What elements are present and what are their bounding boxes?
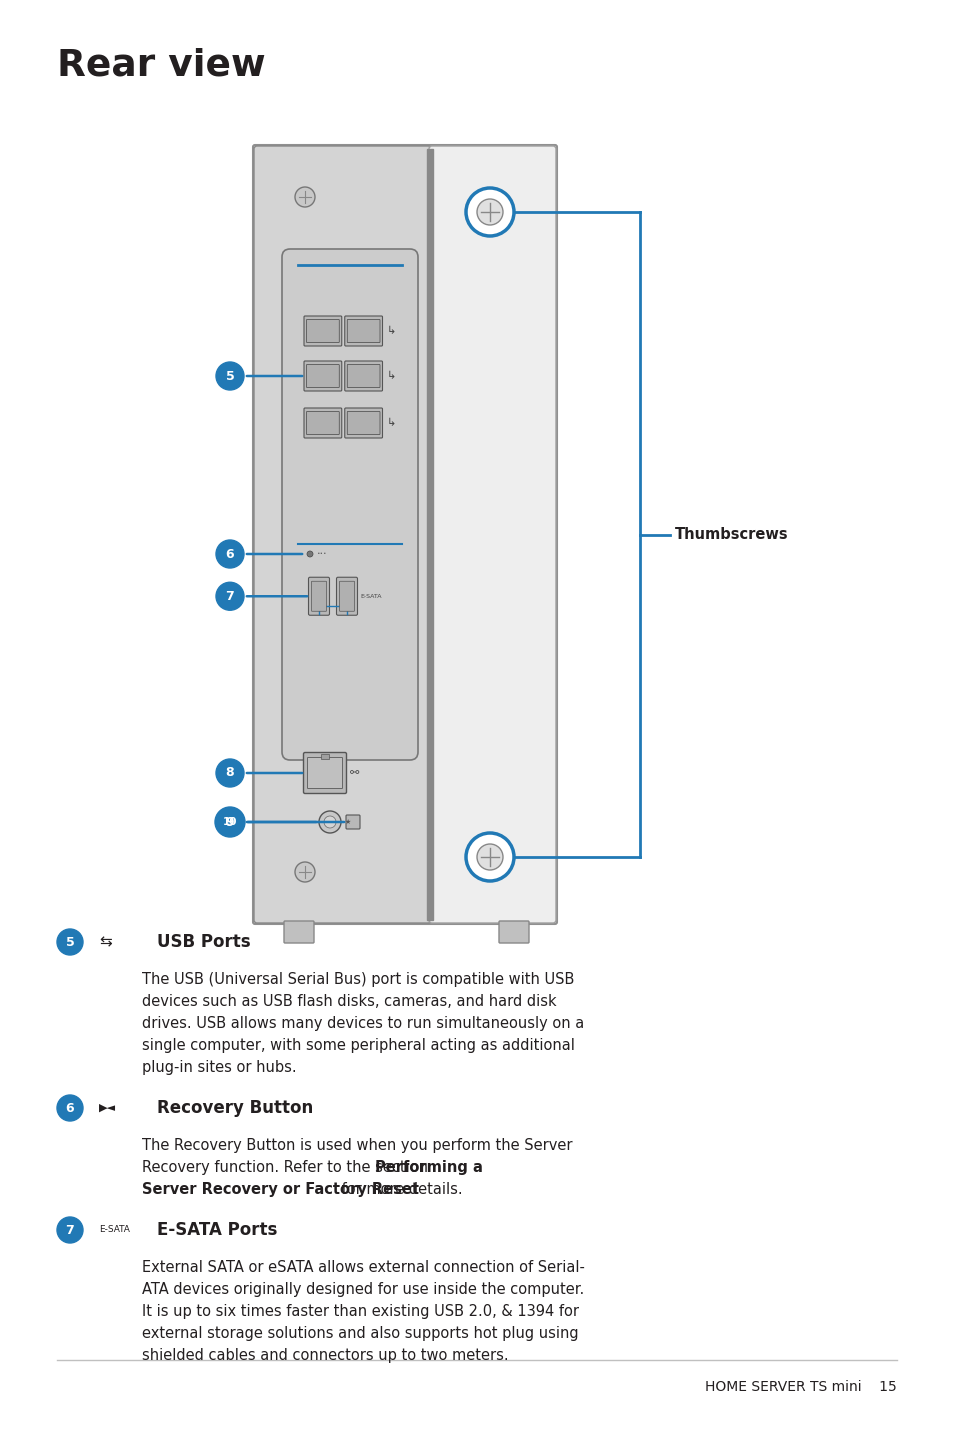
Text: ↳: ↳ [386,371,395,381]
Circle shape [215,362,244,390]
FancyBboxPatch shape [347,365,379,388]
FancyBboxPatch shape [282,249,417,760]
FancyBboxPatch shape [306,365,339,388]
FancyBboxPatch shape [307,758,342,789]
FancyBboxPatch shape [304,316,341,347]
Text: 8: 8 [226,766,234,779]
Text: external storage solutions and also supports hot plug using: external storage solutions and also supp… [142,1326,578,1340]
Circle shape [215,759,244,788]
Text: 5: 5 [226,369,234,382]
FancyBboxPatch shape [344,316,382,347]
Text: 9: 9 [226,815,234,829]
Text: HOME SERVER TS mini    15: HOME SERVER TS mini 15 [704,1380,896,1393]
Text: plug-in sites or hubs.: plug-in sites or hubs. [142,1060,296,1075]
Circle shape [476,843,502,871]
Text: Rear view: Rear view [57,47,265,83]
FancyBboxPatch shape [304,361,341,391]
Text: single computer, with some peripheral acting as additional: single computer, with some peripheral ac… [142,1038,575,1053]
Text: 6: 6 [66,1101,74,1114]
Text: 7: 7 [66,1223,74,1236]
Text: 6: 6 [226,547,234,560]
Circle shape [318,811,340,833]
Circle shape [57,929,83,955]
Circle shape [215,540,244,569]
FancyBboxPatch shape [253,145,557,924]
FancyBboxPatch shape [344,408,382,438]
Text: for more details.: for more details. [336,1181,462,1197]
Circle shape [294,862,314,882]
FancyBboxPatch shape [429,146,556,924]
Circle shape [294,188,314,208]
Text: ATA devices originally designed for use inside the computer.: ATA devices originally designed for use … [142,1282,583,1297]
FancyBboxPatch shape [312,581,326,611]
FancyBboxPatch shape [253,146,431,924]
Circle shape [214,808,245,836]
FancyBboxPatch shape [303,752,346,793]
Text: It is up to six times faster than existing USB 2.0, & 1394 for: It is up to six times faster than existi… [142,1305,578,1319]
Text: The USB (Universal Serial Bus) port is compatible with USB: The USB (Universal Serial Bus) port is c… [142,972,574,987]
Text: Recovery Button: Recovery Button [157,1098,313,1117]
Text: Recovery function. Refer to the section: Recovery function. Refer to the section [142,1160,432,1176]
Text: ⇆: ⇆ [99,935,112,949]
Text: E-SATA Ports: E-SATA Ports [157,1221,277,1239]
Text: The Recovery Button is used when you perform the Server: The Recovery Button is used when you per… [142,1138,572,1153]
FancyBboxPatch shape [346,815,359,829]
Text: E-SATA: E-SATA [359,594,381,599]
Bar [320,755,329,759]
FancyBboxPatch shape [284,921,314,944]
FancyBboxPatch shape [339,581,355,611]
FancyBboxPatch shape [498,921,529,944]
Text: ★: ★ [345,819,351,825]
Text: E-SATA: E-SATA [99,1226,130,1234]
Text: USB Ports: USB Ports [157,934,251,951]
Text: External SATA or eSATA allows external connection of Serial-: External SATA or eSATA allows external c… [142,1260,584,1274]
Text: 10: 10 [222,818,237,828]
Text: Server Recovery or Factory Reset: Server Recovery or Factory Reset [142,1181,418,1197]
Bar [427,149,433,919]
Text: ▶◄: ▶◄ [99,1103,116,1113]
Circle shape [215,583,244,610]
Circle shape [57,1217,83,1243]
Text: drives. USB allows many devices to run simultaneously on a: drives. USB allows many devices to run s… [142,1015,583,1031]
Circle shape [57,1095,83,1121]
Text: devices such as USB flash disks, cameras, and hard disk: devices such as USB flash disks, cameras… [142,994,556,1010]
Text: 5: 5 [66,935,74,948]
FancyBboxPatch shape [347,319,379,342]
Text: Performing a: Performing a [375,1160,482,1176]
Circle shape [465,833,514,881]
FancyBboxPatch shape [304,408,341,438]
Text: ↳: ↳ [386,326,395,337]
Circle shape [476,199,502,225]
Circle shape [215,808,244,836]
Text: ↳: ↳ [386,418,395,428]
Circle shape [324,816,335,828]
Circle shape [307,551,313,557]
FancyBboxPatch shape [306,411,339,434]
FancyBboxPatch shape [336,577,357,616]
Text: shielded cables and connectors up to two meters.: shielded cables and connectors up to two… [142,1348,508,1363]
Circle shape [465,188,514,236]
Text: 7: 7 [226,590,234,603]
FancyBboxPatch shape [308,577,329,616]
FancyBboxPatch shape [344,361,382,391]
FancyBboxPatch shape [306,319,339,342]
Text: ⚯: ⚯ [350,768,359,778]
FancyBboxPatch shape [347,411,379,434]
Text: Thumbscrews: Thumbscrews [675,527,788,541]
Text: ⋅⋅⋅: ⋅⋅⋅ [316,548,327,558]
